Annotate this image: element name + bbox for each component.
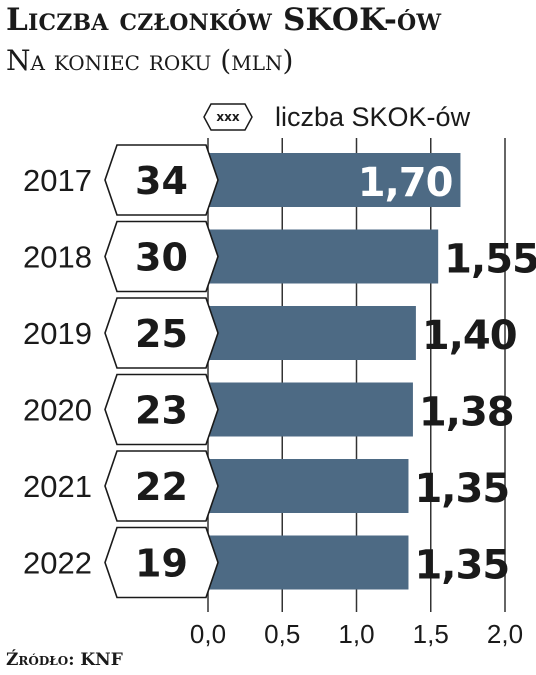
skok-count-hexagon [104, 297, 219, 369]
bar [208, 306, 416, 360]
skok-count-hexagon [104, 450, 219, 522]
bar [208, 459, 409, 513]
x-tick-label: 0,0 [190, 619, 226, 649]
value-label: 1,55 [444, 237, 536, 283]
category-label: 2019 [23, 316, 92, 351]
category-label: 2022 [23, 546, 92, 581]
bar [208, 153, 461, 207]
source-note: Źródło: KNF [6, 650, 123, 670]
value-label: 1,70 [358, 160, 453, 206]
skok-count-hexagon [104, 526, 219, 599]
legend-hexagon-icon: xxx [203, 102, 253, 132]
legend: xxx liczba SKOK-ów [203, 100, 470, 134]
skok-count-hexagon [104, 373, 219, 446]
bar [208, 535, 409, 590]
category-label: 2021 [23, 469, 92, 504]
bar [208, 229, 439, 284]
chart-title: Liczba członków SKOK-ów [6, 2, 442, 38]
legend-label: liczba SKOK-ów [275, 101, 471, 132]
value-label: 1,38 [419, 390, 514, 436]
skok-count-hexagon [104, 220, 219, 293]
x-tick-label: 1,5 [413, 619, 449, 649]
value-label: 1,35 [414, 466, 509, 512]
bar [208, 382, 413, 437]
value-label: 1,35 [414, 543, 509, 589]
skok-count-label: 19 [135, 542, 188, 586]
skok-count-hexagon [104, 144, 219, 216]
x-tick-label: 0,5 [264, 619, 300, 649]
skok-count-label: 30 [135, 236, 188, 280]
skok-count-label: 22 [135, 465, 188, 509]
skok-count-label: 34 [135, 159, 188, 203]
x-tick-label: 2,0 [487, 619, 523, 649]
x-tick-label: 1,0 [338, 619, 374, 649]
skok-count-label: 25 [135, 312, 188, 356]
value-label: 1,40 [422, 313, 517, 359]
legend-symbol: xxx [216, 110, 240, 124]
category-label: 2020 [23, 393, 92, 428]
skok-count-label: 23 [135, 389, 188, 433]
chart-subtitle: Na koniec roku (mln) [6, 44, 294, 77]
category-label: 2017 [23, 163, 92, 198]
category-label: 2018 [23, 240, 92, 275]
